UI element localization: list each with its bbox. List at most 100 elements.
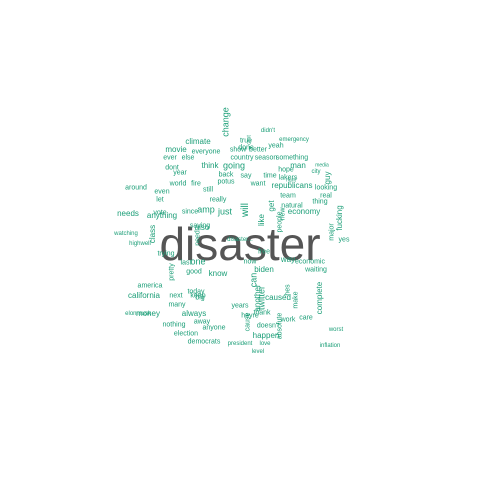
word-24: world <box>169 180 187 188</box>
word-35: will <box>240 203 251 217</box>
word-45: good <box>186 268 202 276</box>
word-16: ever <box>163 154 177 162</box>
word-3: didn't <box>260 128 276 134</box>
word-2: emergency <box>279 137 309 143</box>
word-54: anything <box>146 211 178 220</box>
word-108: heyre <box>241 312 259 320</box>
word-70: next <box>169 292 183 300</box>
word-11: better <box>249 146 267 154</box>
word-17: else <box>181 154 195 162</box>
word-79: yeah <box>268 142 284 150</box>
word-73: another <box>253 284 262 312</box>
word-109: yes <box>338 236 350 244</box>
word-81: natural <box>281 202 303 210</box>
word-62: doesn't <box>256 322 280 330</box>
word-32: amp <box>197 204 215 215</box>
word-74: away <box>193 318 211 326</box>
word-25: potus <box>217 178 235 186</box>
word-78: done <box>238 144 254 152</box>
word-107: waiting <box>305 266 327 274</box>
word-77: true <box>239 137 253 145</box>
word-84: nothing <box>162 321 186 329</box>
word-86: trying <box>157 250 175 258</box>
word-90: care <box>299 314 313 322</box>
word-7: right <box>286 177 296 184</box>
word-55: california <box>127 291 161 300</box>
word-15: guy <box>323 171 332 185</box>
word-33: just <box>217 206 233 217</box>
word-47: need <box>194 230 202 246</box>
word-103: highwell <box>129 241 151 247</box>
word-93: free <box>257 248 271 256</box>
word-29: going <box>222 160 246 171</box>
word-59: democrats <box>187 338 221 346</box>
word-105: keep <box>190 292 206 300</box>
word-41: like <box>257 213 266 227</box>
word-104: saying <box>189 222 211 230</box>
word-27: really <box>209 196 227 204</box>
word-76: many <box>168 301 186 309</box>
word-31: back <box>218 171 234 179</box>
word-83: looking <box>314 184 338 192</box>
word-14: city <box>311 169 321 175</box>
word-9: everyone <box>191 148 221 156</box>
word-8: movie <box>165 145 187 154</box>
word-57: money <box>135 309 161 318</box>
word-85: watching <box>114 231 138 237</box>
word-34: one <box>190 256 206 267</box>
word-56: america <box>137 282 163 290</box>
word-97: since <box>181 208 199 216</box>
word-68: today <box>187 288 205 296</box>
word-60: election <box>173 330 199 338</box>
word-115: disaster... <box>227 237 253 243</box>
word-12: season <box>254 154 278 162</box>
word-89: anyone <box>202 324 226 332</box>
word-37: biden <box>254 265 274 274</box>
word-91: work <box>280 316 296 324</box>
word-39: way <box>280 255 296 264</box>
word-96: vote <box>153 209 167 217</box>
word-61: happen <box>252 331 280 340</box>
word-82: thing <box>312 198 328 206</box>
word-49: team <box>280 192 296 200</box>
word-69: thank <box>253 309 271 317</box>
word-92: hes <box>284 284 292 296</box>
word-112: president <box>227 341 253 347</box>
word-38: now <box>243 258 257 266</box>
word-10: show <box>229 146 247 154</box>
word-26: want <box>250 180 266 188</box>
word-13: something <box>275 154 309 162</box>
word-23: also <box>194 223 210 232</box>
word-65: complete <box>315 281 324 315</box>
word-6: media <box>315 162 329 169</box>
word-48: hope <box>278 166 294 174</box>
word-113: love <box>259 341 271 347</box>
word-102: economy <box>287 207 321 216</box>
word-71: big <box>195 294 205 302</box>
word-22: say <box>240 172 252 180</box>
word-36: know <box>208 269 228 278</box>
word-4: climate <box>185 137 211 146</box>
word-21: republicans <box>271 181 313 190</box>
word-18: country <box>230 154 254 162</box>
word-46: new <box>279 207 287 221</box>
word-53: needs <box>117 209 139 218</box>
word-58: always <box>181 309 207 318</box>
word-50: real <box>320 192 332 200</box>
word-72: years <box>231 302 249 310</box>
word-28: year <box>173 169 187 177</box>
word-99: still <box>202 186 214 194</box>
word-63: caused <box>265 293 291 302</box>
word-111: inflation <box>319 343 341 349</box>
word-5: man <box>290 161 306 170</box>
word-110: worst <box>328 327 344 333</box>
word-80: fire <box>191 180 201 188</box>
word-67: pretty <box>168 263 176 281</box>
word-66: last <box>180 259 192 267</box>
word-98: dont <box>165 164 179 172</box>
word-0: change <box>220 107 231 137</box>
word-19: time <box>263 172 277 180</box>
word-40: economic <box>295 258 325 266</box>
word-52: fucking <box>335 205 344 231</box>
